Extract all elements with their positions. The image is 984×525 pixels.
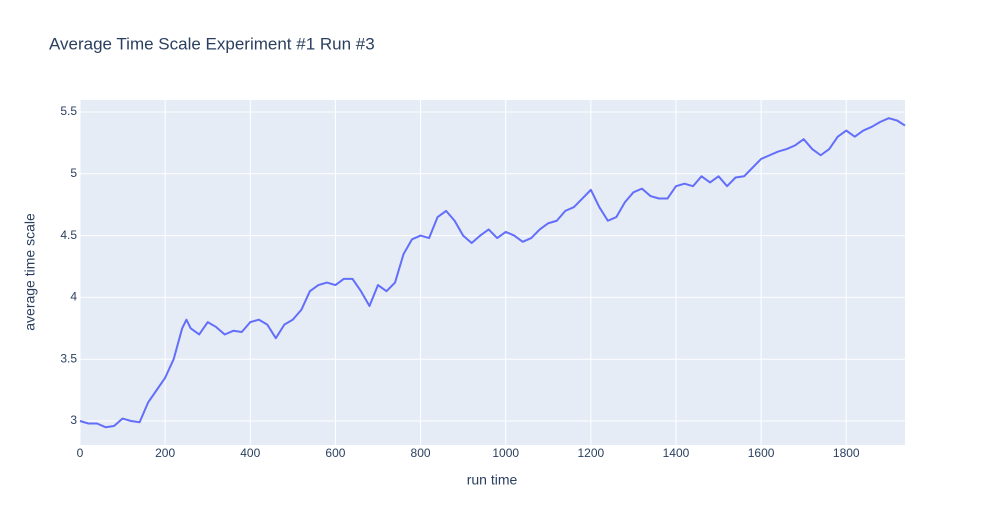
x-tick-label: 800 (411, 446, 431, 460)
x-tick-label: 1000 (492, 446, 519, 460)
x-tick-label: 600 (325, 446, 345, 460)
x-tick-label: 0 (77, 446, 84, 460)
y-tick-label: 3.5 (60, 351, 77, 365)
x-tick-label: 400 (240, 446, 260, 460)
data-line (79, 117, 906, 429)
y-tick-label: 4.5 (60, 228, 77, 242)
x-tick-label: 1200 (577, 446, 604, 460)
x-axis-title: run time (467, 472, 518, 488)
plot-area (80, 100, 905, 445)
chart-title: Average Time Scale Experiment #1 Run #3 (49, 34, 375, 53)
y-tick-label: 5 (70, 166, 77, 180)
y-axis-title: average time scale (22, 213, 38, 331)
x-tick-label: 200 (155, 446, 175, 460)
x-tick-label: 1800 (833, 446, 860, 460)
x-tick-label: 1600 (748, 446, 775, 460)
y-tick-label: 4 (70, 290, 77, 304)
y-tick-label: 5.5 (60, 104, 77, 118)
x-tick-label: 1400 (663, 446, 690, 460)
y-tick-label: 3 (70, 413, 77, 427)
